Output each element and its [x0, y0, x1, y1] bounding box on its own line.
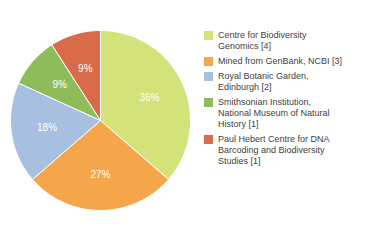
svg-text:18%: 18%	[37, 122, 57, 133]
svg-text:9%: 9%	[52, 79, 67, 90]
html-text:Royal Botanic Garden, Edinburg: Royal Botanic Garden, Edinburgh [2]	[218, 71, 309, 92]
html-text:Paul Hebert Centre for DNA Bar: Paul Hebert Centre for DNA Barcoding and…	[218, 134, 330, 166]
html-text:Mined from GenBank, NCBI [3]: Mined from GenBank, NCBI [3]	[218, 56, 343, 66]
html-text:Centre for Biodiversity Genomi: Centre for Biodiversity Genomics [4]	[218, 30, 307, 51]
html-text:Smithsonian Institution, Natio: Smithsonian Institution, National Museum…	[218, 97, 330, 129]
svg-text:36%: 36%	[140, 92, 160, 103]
svg-text:9%: 9%	[78, 63, 93, 74]
svg-text:27%: 27%	[90, 169, 110, 180]
